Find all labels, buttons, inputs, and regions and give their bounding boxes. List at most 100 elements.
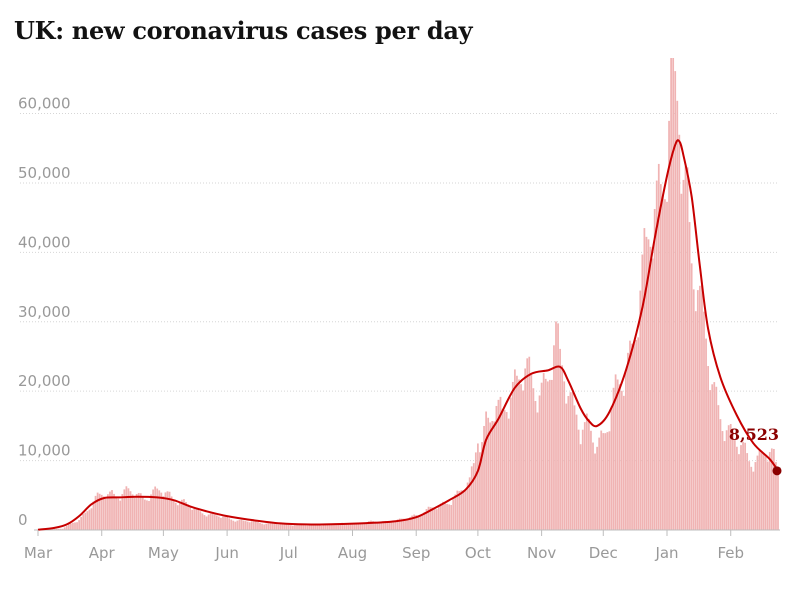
bar-day-197	[442, 501, 444, 530]
latest-value-dot	[772, 466, 782, 476]
bar-day-75	[191, 509, 194, 530]
bar-day-153	[351, 523, 354, 530]
seven-day-average-line	[37, 139, 779, 531]
bar-day-66	[172, 499, 175, 530]
y-tick-label: 60,000	[18, 95, 71, 113]
bar-day-222	[493, 421, 496, 530]
y-axis-ticks: 0 10,000 20,000 30,000 40,000 50,000 60,000	[18, 95, 71, 529]
bar-day-16	[70, 523, 72, 530]
bar-day-275	[602, 433, 605, 530]
bar-day-50	[139, 493, 142, 530]
bar-day-273	[598, 437, 601, 530]
bar-day-160	[366, 522, 368, 530]
bar-day-353	[762, 454, 765, 530]
x-tick-label: May	[148, 544, 179, 562]
bar-day-269	[590, 430, 592, 530]
bar-day-252	[555, 321, 557, 530]
x-tick-label: Apr	[89, 544, 116, 562]
bar-day-249	[548, 379, 551, 530]
bar-day-69	[178, 501, 181, 530]
bar-day-154	[353, 523, 356, 530]
bar-day-265	[581, 429, 584, 530]
bar-day-87	[215, 515, 218, 530]
bar-day-260	[571, 392, 574, 530]
bar-day-303	[659, 184, 662, 531]
bar-day-204	[456, 490, 459, 530]
bar-day-130	[304, 525, 307, 530]
bar-day-124	[292, 525, 294, 530]
bar-day-179	[405, 518, 407, 530]
bar-day-9	[55, 528, 58, 530]
bar-day-145	[335, 524, 337, 530]
bar-day-128	[300, 525, 302, 530]
bar-day-32	[102, 496, 105, 530]
x-axis-ticks: Mar Apr May Jun Jul Aug Sep Oct Nov Dec Jan Feb	[24, 530, 744, 562]
bar-day-315	[684, 166, 687, 530]
bar-day-219	[487, 417, 490, 530]
bar-day-139	[322, 525, 325, 530]
bar-day-290	[633, 342, 635, 530]
bar-day-202	[452, 499, 455, 530]
bar-day-293	[639, 290, 642, 530]
bar-day-301	[655, 180, 658, 530]
bar-day-282	[616, 379, 619, 530]
bar-day-242	[534, 400, 537, 530]
x-tick-label: Jul	[279, 544, 298, 562]
bar-day-271	[594, 453, 596, 530]
bar-day-72	[185, 501, 187, 530]
bar-day-211	[470, 466, 473, 530]
y-tick-label: 20,000	[18, 372, 71, 390]
bar-day-289	[631, 343, 633, 530]
bar-day-259	[569, 392, 572, 530]
bar-day-19	[76, 522, 78, 530]
bar-day-355	[766, 461, 769, 530]
bar-day-330	[715, 386, 718, 530]
bar-day-174	[394, 520, 397, 530]
bar-day-55	[150, 494, 152, 530]
bar-day-104	[250, 521, 253, 530]
bar-day-118	[279, 523, 282, 530]
bar-day-341	[738, 454, 740, 530]
bar-day-101	[244, 521, 247, 530]
y-tick-label: 10,000	[18, 442, 71, 460]
bar-day-14	[65, 525, 68, 530]
bar-day-194	[435, 509, 438, 530]
bar-day-262	[575, 414, 578, 530]
bar-day-171	[388, 521, 391, 530]
bar-day-238	[526, 358, 529, 530]
bar-day-258	[567, 396, 570, 530]
bar-day-24	[86, 511, 89, 530]
x-tick-label: Feb	[717, 544, 744, 562]
x-tick-label: Dec	[589, 544, 618, 562]
x-tick-label: Sep	[402, 544, 430, 562]
bar-day-347	[750, 466, 753, 530]
bar-day-240	[530, 374, 533, 530]
bar-day-167	[380, 521, 383, 530]
bar-day-123	[289, 525, 292, 530]
bar-day-225	[499, 396, 502, 530]
bar-day-26	[90, 508, 93, 530]
bar-day-137	[318, 525, 321, 530]
bar-day-38	[115, 496, 117, 530]
bar-day-277	[606, 432, 609, 530]
bar-day-229	[507, 418, 510, 530]
bar-day-350	[756, 455, 759, 530]
bar-day-340	[736, 446, 738, 530]
bar-day-65	[170, 496, 173, 530]
bar-day-188	[423, 511, 426, 530]
bar-day-241	[532, 388, 535, 530]
bar-day-276	[604, 433, 607, 530]
x-tick-label: Oct	[465, 544, 491, 562]
bar-day-245	[540, 382, 543, 530]
bar-day-294	[641, 254, 644, 531]
bar-day-115	[273, 523, 276, 530]
bar-day-348	[752, 471, 755, 530]
bar-day-342	[740, 445, 742, 530]
bar-day-322	[699, 285, 701, 530]
bar-day-132	[308, 524, 311, 530]
bar-day-126	[296, 524, 298, 530]
bar-day-13	[63, 527, 66, 530]
bar-day-333	[721, 431, 724, 530]
bar-day-309	[672, 58, 675, 530]
bar-day-331	[717, 405, 720, 530]
